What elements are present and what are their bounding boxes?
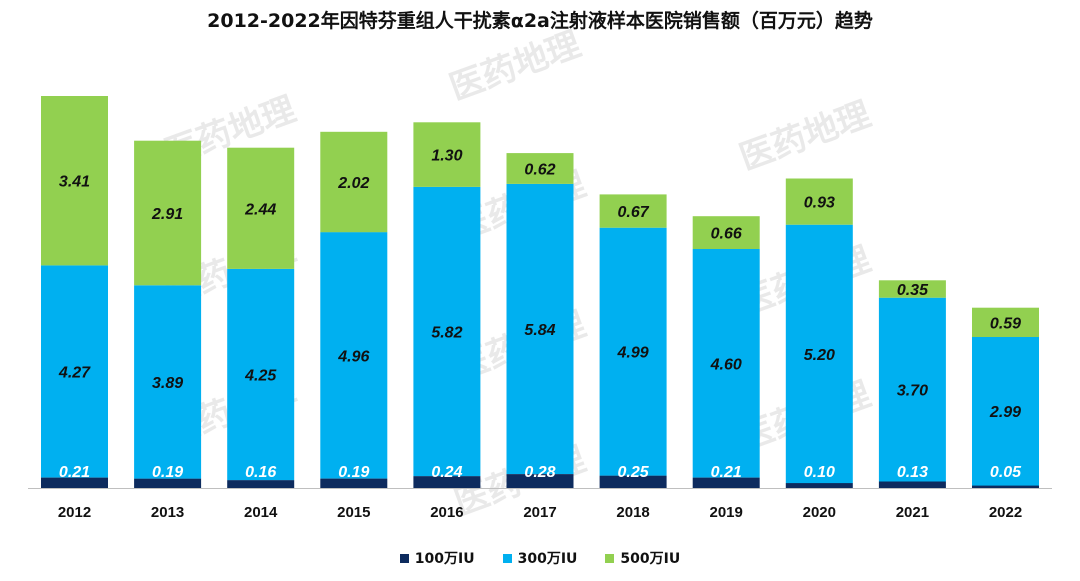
data-label: 0.19: [152, 464, 183, 481]
legend-swatch: [502, 553, 512, 563]
bar-segment: [785, 178, 853, 225]
bar-segment: [785, 483, 853, 488]
x-tick-label: 2020: [803, 504, 836, 521]
data-label: 0.59: [990, 315, 1021, 332]
bar-segment: [134, 478, 202, 488]
data-label: 3.41: [59, 174, 90, 191]
data-label: 5.82: [431, 325, 462, 342]
bars-layer: [41, 96, 1039, 488]
data-label: 0.25: [618, 464, 650, 481]
bar-segment: [878, 280, 946, 298]
data-label: 0.13: [897, 464, 928, 481]
data-label: 2.02: [337, 175, 369, 192]
bar-segment: [227, 147, 295, 269]
bar-segment: [506, 474, 574, 488]
bar-segment: [227, 480, 295, 488]
data-label: 2.44: [244, 201, 276, 218]
data-label: 4.27: [58, 365, 91, 382]
legend-item: 500万IU: [605, 548, 680, 568]
bar-segment: [134, 140, 202, 286]
data-label: 4.96: [337, 348, 369, 365]
bar-segment: [320, 232, 388, 479]
data-label: 0.66: [711, 226, 742, 243]
data-label: 3.70: [897, 383, 928, 400]
watermark-text: 医药地理: [734, 94, 875, 178]
x-tick-label: 2019: [710, 504, 743, 521]
x-tick-label: 2014: [244, 504, 278, 521]
bar-segment: [413, 122, 481, 187]
bar-segment: [692, 216, 760, 249]
data-label: 0.05: [990, 464, 1022, 481]
legend-label: 300万IU: [517, 551, 578, 567]
x-tick-label: 2015: [337, 504, 370, 521]
bar-segment: [506, 153, 574, 184]
data-label: 0.21: [59, 464, 90, 481]
x-tick-label: 2016: [430, 504, 463, 521]
data-label: 0.16: [245, 464, 276, 481]
x-tick-label: 2017: [523, 504, 556, 521]
data-label: 4.25: [244, 368, 277, 385]
legend-item: 300万IU: [502, 548, 578, 568]
legend-label: 500万IU: [620, 551, 681, 567]
data-label: 5.20: [804, 347, 835, 364]
x-tick-labels: 2012 2013 2014 2015 2016 2017 2018 2019 2020 2021…: [58, 504, 1022, 521]
bar-segment: [134, 285, 202, 479]
data-label: 0.19: [338, 464, 369, 481]
bar-segment: [41, 477, 108, 488]
legend: 100万IU 300万IU 500万IU: [0, 548, 1080, 568]
legend-item: 100万IU: [399, 548, 475, 568]
bar-segment: [227, 268, 295, 481]
data-label: 0.21: [711, 464, 742, 481]
data-label: 3.89: [152, 375, 183, 392]
bar-segment: [413, 476, 481, 488]
x-tick-label: 2012: [58, 504, 91, 521]
legend-label: 100万IU: [414, 551, 475, 567]
bar-segment: [41, 96, 108, 266]
bar-segment: [972, 337, 1039, 486]
legend-swatch: [605, 553, 615, 563]
x-tick-label: 2022: [989, 504, 1022, 521]
data-label: 1.30: [431, 148, 462, 165]
data-label: 0.10: [804, 464, 835, 481]
data-label: 2.91: [151, 206, 183, 223]
legend-swatch: [399, 553, 409, 563]
bar-segment: [878, 481, 946, 488]
bar-segment: [41, 265, 108, 478]
data-label: 0.62: [524, 162, 555, 179]
data-labels-layer: 0.21 4.27 3.41 0.19 3.89 2.91 0.16 4.25 2.44 0.19…: [58, 148, 1022, 481]
data-label: 5.84: [524, 322, 555, 339]
data-label: 4.60: [710, 356, 742, 373]
x-tick-label: 2013: [151, 504, 184, 521]
chart-title: 2012-2022年因特芬重组人干扰素α2a注射液样本医院销售额（百万元）趋势: [207, 10, 873, 32]
bar-segment: [972, 307, 1039, 337]
bar-segment: [413, 186, 481, 477]
bar-segment: [599, 194, 667, 228]
data-label: 0.67: [618, 204, 650, 221]
bar-segment: [692, 249, 760, 478]
bar-segment: [599, 227, 667, 476]
bar-segment: [785, 224, 853, 484]
watermark-text: 医药地理: [444, 24, 585, 108]
data-label: 0.24: [431, 464, 462, 481]
bar-segment: [692, 477, 760, 488]
bar-segment: [972, 485, 1039, 488]
bar-segment: [599, 475, 667, 488]
data-label: 4.99: [617, 345, 649, 362]
data-label: 0.28: [524, 464, 555, 481]
bar-segment: [320, 131, 388, 233]
x-tick-label: 2018: [616, 504, 649, 521]
data-label: 2.99: [989, 404, 1021, 421]
data-label: 0.93: [804, 195, 835, 212]
bar-segment: [878, 297, 946, 482]
bar-segment: [506, 183, 574, 474]
data-label: 0.35: [897, 282, 929, 299]
bar-segment: [320, 478, 388, 488]
x-tick-label: 2021: [896, 504, 929, 521]
